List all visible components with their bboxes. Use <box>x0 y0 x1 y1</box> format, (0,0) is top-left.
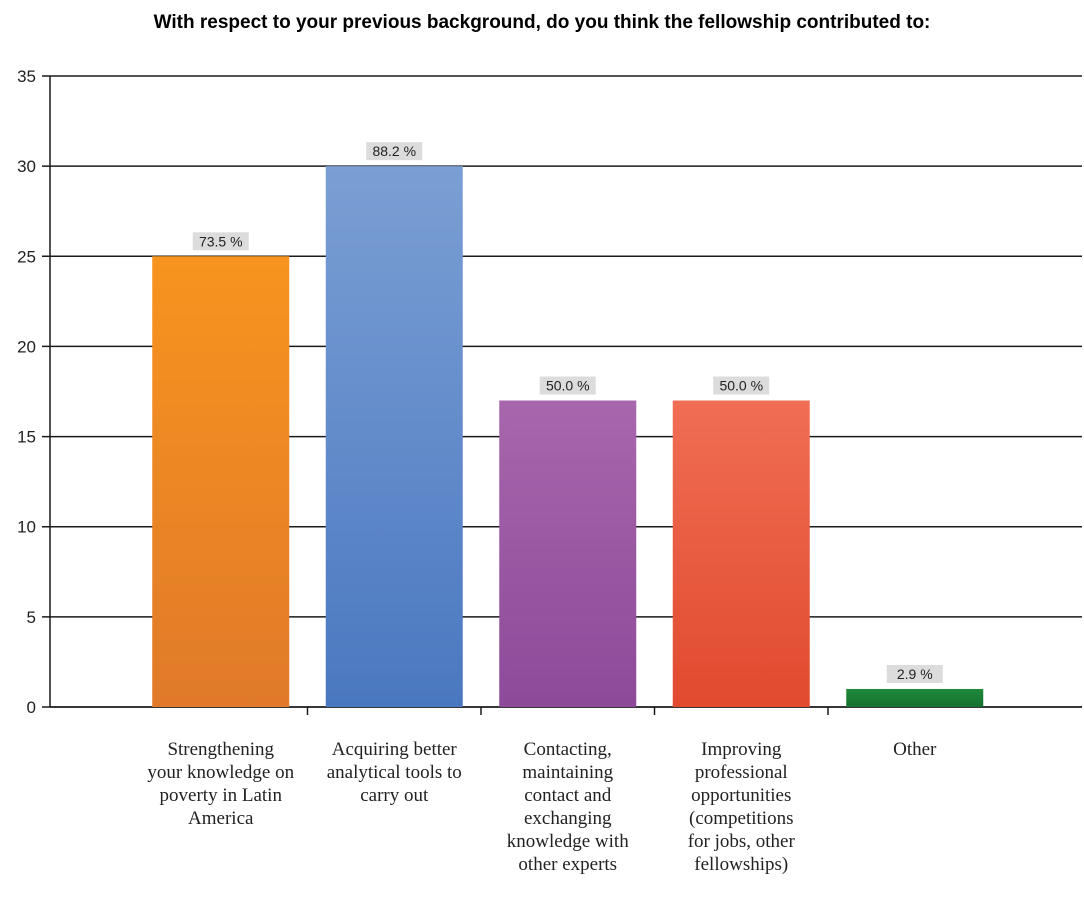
x-category-label-line: Acquiring better <box>331 739 457 760</box>
x-category-label-line: for jobs, other <box>687 831 795 852</box>
x-category-label-line: America <box>188 808 254 829</box>
data-label: 50.0 % <box>546 378 590 394</box>
data-labels: 73.5 % 88.2 % 50.0 % 50.0 % 2.9 % <box>192 142 943 683</box>
data-label: 73.5 % <box>199 233 243 249</box>
data-label-background <box>539 376 596 395</box>
x-category-label-line: contact and <box>524 785 612 806</box>
x-category-label: Improving professional opportunities (compe… <box>657 738 825 876</box>
x-category-label-line: analytical tools to <box>326 762 462 783</box>
x-category-label-line: Contacting, <box>523 739 612 760</box>
y-tick-label: 15 <box>17 428 36 447</box>
x-category-label: Strengthening your knowledge on poverty in… <box>137 738 305 830</box>
x-category-label-line: carry out <box>360 785 429 806</box>
bar <box>499 400 637 707</box>
x-category-label-line: opportunities <box>691 785 792 806</box>
y-tick-label: 35 <box>17 67 36 86</box>
bar <box>672 400 810 707</box>
data-label-background <box>366 142 423 161</box>
x-category-label-line: professional <box>694 762 788 783</box>
x-category-label: Contacting, maintaining contact and exchang… <box>484 738 652 876</box>
bar <box>846 688 984 707</box>
y-tick-label: 30 <box>17 157 36 176</box>
bar <box>325 166 463 708</box>
chart-title: With respect to your previous background… <box>153 12 931 33</box>
bars <box>152 166 984 708</box>
bar <box>152 256 290 707</box>
x-category-label-line: Strengthening <box>167 739 275 760</box>
y-tick-label: 0 <box>27 698 36 717</box>
data-label-background <box>713 376 770 395</box>
x-category-label-line: poverty in Latin <box>159 785 282 806</box>
data-label-background <box>192 232 249 251</box>
x-category-label-line: your knowledge on <box>147 762 295 783</box>
x-category-label-line: fellowships) <box>694 854 789 875</box>
x-category-label-line: Improving <box>701 739 782 760</box>
data-label: 2.9 % <box>897 666 933 682</box>
data-label: 50.0 % <box>719 378 763 394</box>
x-category-label-line: (competitions <box>689 808 794 829</box>
x-category-label-line: other experts <box>518 854 618 875</box>
x-category-label-line: knowledge with <box>506 831 629 852</box>
y-tick-label: 5 <box>27 608 36 627</box>
x-category-label-line: exchanging <box>523 808 612 829</box>
x-category-label-line: Other <box>893 739 937 760</box>
x-category-label: Other <box>831 738 999 761</box>
x-category-label-line: maintaining <box>522 762 614 783</box>
x-category-label: Acquiring better analytical tools to carry… <box>310 738 478 807</box>
y-tick-label: 10 <box>17 518 36 537</box>
data-label-background <box>886 664 943 683</box>
y-tick-label: 25 <box>17 247 36 266</box>
data-label: 88.2 % <box>372 143 416 159</box>
y-tick-label: 20 <box>17 337 36 356</box>
